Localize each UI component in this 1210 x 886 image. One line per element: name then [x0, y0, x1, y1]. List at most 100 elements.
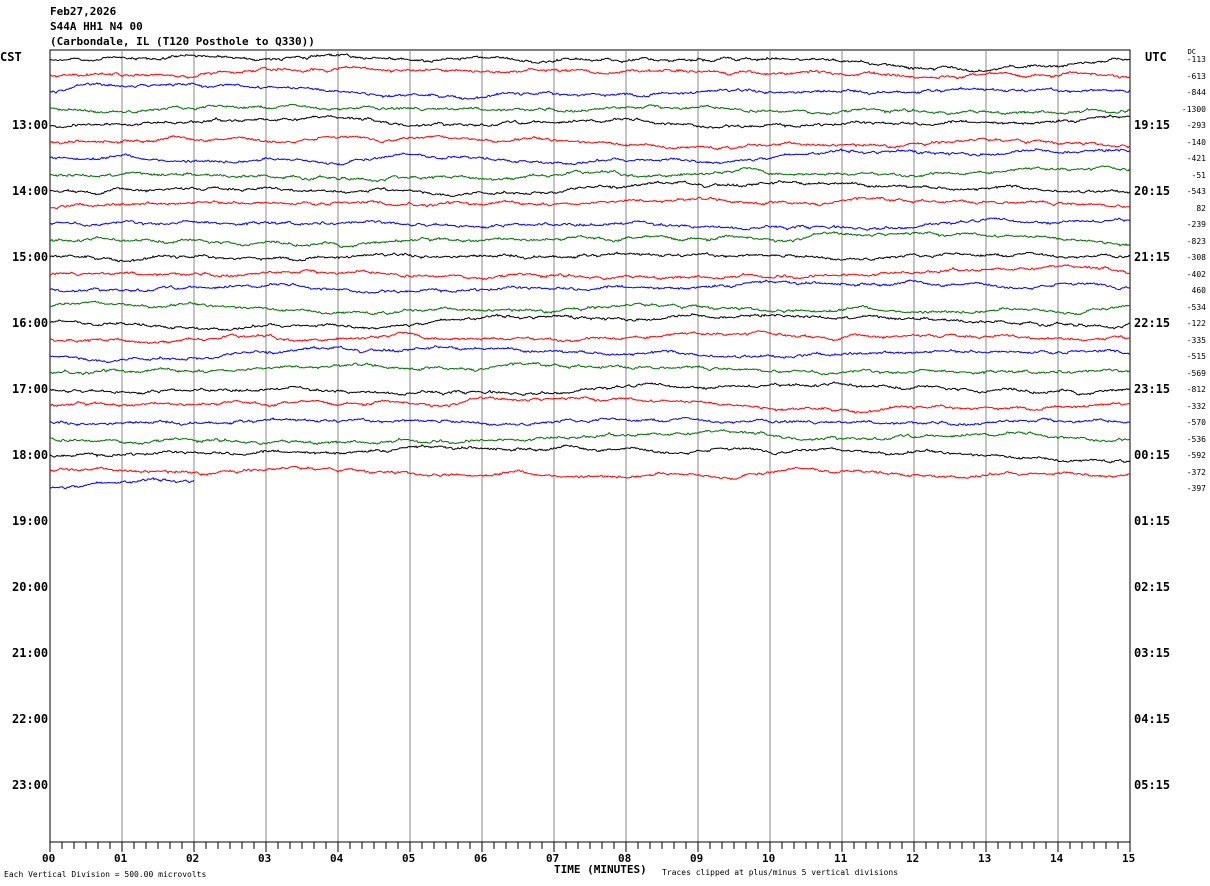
seismic-trace [49, 134, 1131, 151]
plot-frame [49, 49, 1131, 843]
seismic-trace [49, 180, 1131, 198]
seismic-trace [49, 345, 1131, 364]
dc-offset-label: -421 [1186, 154, 1206, 163]
x-tick-label: 13 [978, 852, 992, 865]
x-tick-label: 14 [1050, 852, 1064, 865]
seismic-trace [49, 165, 1131, 183]
x-tick-label: 07 [546, 852, 560, 865]
cst-hour-label: 19:00 [12, 514, 49, 528]
utc-hour-label: 20:15 [1134, 184, 1171, 198]
seismic-trace [49, 82, 1131, 100]
scale-note: Each Vertical Division = 500.00 microvol… [4, 870, 207, 879]
cst-hour-label: 20:00 [12, 580, 49, 594]
dc-offset-label: 82 [1196, 203, 1206, 213]
cst-hour-label: 21:00 [12, 646, 49, 660]
utc-hour-label: 22:15 [1134, 316, 1171, 330]
x-tick-label: 10 [762, 852, 776, 865]
date-label: Feb27,2026 [50, 5, 117, 18]
x-tick-label: 06 [474, 852, 488, 865]
dc-label: DC [1187, 48, 1196, 56]
seismic-trace [49, 217, 1131, 231]
seismic-trace [49, 381, 1131, 396]
dc-offset-label: -592 [1186, 451, 1206, 460]
cst-hour-label: 18:00 [12, 448, 49, 462]
seismic-trace [49, 313, 1131, 332]
seismic-trace [49, 147, 1131, 166]
seismic-trace [49, 103, 1131, 116]
cst-hour-label: 14:00 [12, 184, 49, 198]
x-axis-label: TIME (MINUTES) [554, 863, 647, 876]
dc-offset-label: -515 [1186, 352, 1206, 361]
dc-offset-label: -812 [1186, 385, 1206, 394]
x-tick-label: 01 [114, 852, 128, 865]
x-tick-label: 04 [330, 852, 344, 865]
seismic-trace [49, 416, 1131, 427]
seismic-trace [49, 53, 1131, 73]
seismic-trace [49, 444, 1131, 464]
station-label: S44A HH1 N4 00 [50, 20, 143, 33]
cst-hour-label: 22:00 [12, 712, 49, 726]
x-tick-label: 02 [186, 852, 200, 865]
dc-offset-label: -1300 [1181, 104, 1206, 114]
dc-offset-label: -140 [1186, 137, 1206, 147]
utc-hour-label: 23:15 [1134, 382, 1171, 396]
cst-hour-label: 17:00 [12, 382, 49, 396]
utc-hour-label: 01:15 [1134, 514, 1171, 528]
dc-offset-label: -372 [1186, 467, 1206, 477]
cst-hour-label: 15:00 [12, 250, 49, 264]
cst-hour-label: 16:00 [12, 316, 49, 330]
dc-offset-label: -308 [1186, 253, 1206, 262]
utc-hour-label: 21:15 [1134, 250, 1171, 264]
utc-hour-label: 00:15 [1134, 448, 1171, 462]
seismic-trace [49, 114, 1131, 129]
x-tick-label: 09 [690, 852, 704, 865]
seismic-trace [49, 395, 1131, 414]
dc-offset-label: -569 [1186, 368, 1206, 378]
dc-offset-label: -332 [1186, 401, 1206, 411]
seismic-trace [50, 300, 1131, 316]
seismic-trace [49, 279, 1131, 294]
utc-label: UTC [1145, 50, 1167, 64]
x-tick-label: 08 [618, 852, 632, 865]
seismic-trace [49, 65, 1131, 80]
dc-offset-label: -823 [1186, 236, 1206, 246]
seismic-trace [49, 330, 1131, 345]
dc-offset-label: -51 [1191, 170, 1206, 180]
seismic-trace [49, 477, 195, 490]
dc-offset-label: -113 [1186, 55, 1206, 64]
cst-hour-label: 23:00 [12, 778, 49, 792]
dc-offset-label: -536 [1186, 434, 1206, 444]
dc-offset-label: -402 [1186, 269, 1206, 279]
utc-hour-label: 05:15 [1134, 778, 1171, 792]
seismic-trace [49, 264, 1131, 281]
seismic-trace [49, 429, 1131, 446]
dc-offset-label: -335 [1186, 335, 1206, 345]
cst-label: CST [0, 50, 22, 64]
x-tick-label: 03 [258, 852, 272, 865]
location-label: (Carbondale, IL (T120 Posthole to Q330)) [50, 35, 315, 48]
dc-offset-label: -570 [1186, 418, 1206, 427]
dc-offset-label: -239 [1186, 220, 1206, 229]
seismic-trace [49, 361, 1130, 376]
x-tick-label: 05 [402, 852, 416, 865]
x-tick-label: 15 [1122, 852, 1136, 865]
seismic-trace [49, 465, 1131, 481]
dc-offset-label: -293 [1186, 121, 1206, 130]
seismic-trace [49, 251, 1131, 263]
dc-offset-label: -543 [1186, 187, 1206, 196]
cst-hour-label: 13:00 [12, 118, 49, 132]
x-tick-label: 12 [906, 852, 920, 865]
dc-offset-label: -534 [1186, 302, 1206, 312]
dc-offset-label: -122 [1186, 319, 1206, 328]
seismic-trace [49, 230, 1131, 249]
utc-hour-label: 03:15 [1134, 646, 1171, 660]
dc-offset-label: -397 [1186, 484, 1206, 493]
x-tick-label: 11 [834, 852, 848, 865]
x-tick-label: 00 [42, 852, 56, 865]
dc-offset-label: -613 [1186, 71, 1206, 81]
dc-offset-label: 460 [1191, 286, 1206, 295]
utc-hour-label: 02:15 [1134, 580, 1171, 594]
clip-note: Traces clipped at plus/minus 5 vertical … [662, 868, 899, 877]
dc-offset-label: -844 [1186, 88, 1206, 97]
